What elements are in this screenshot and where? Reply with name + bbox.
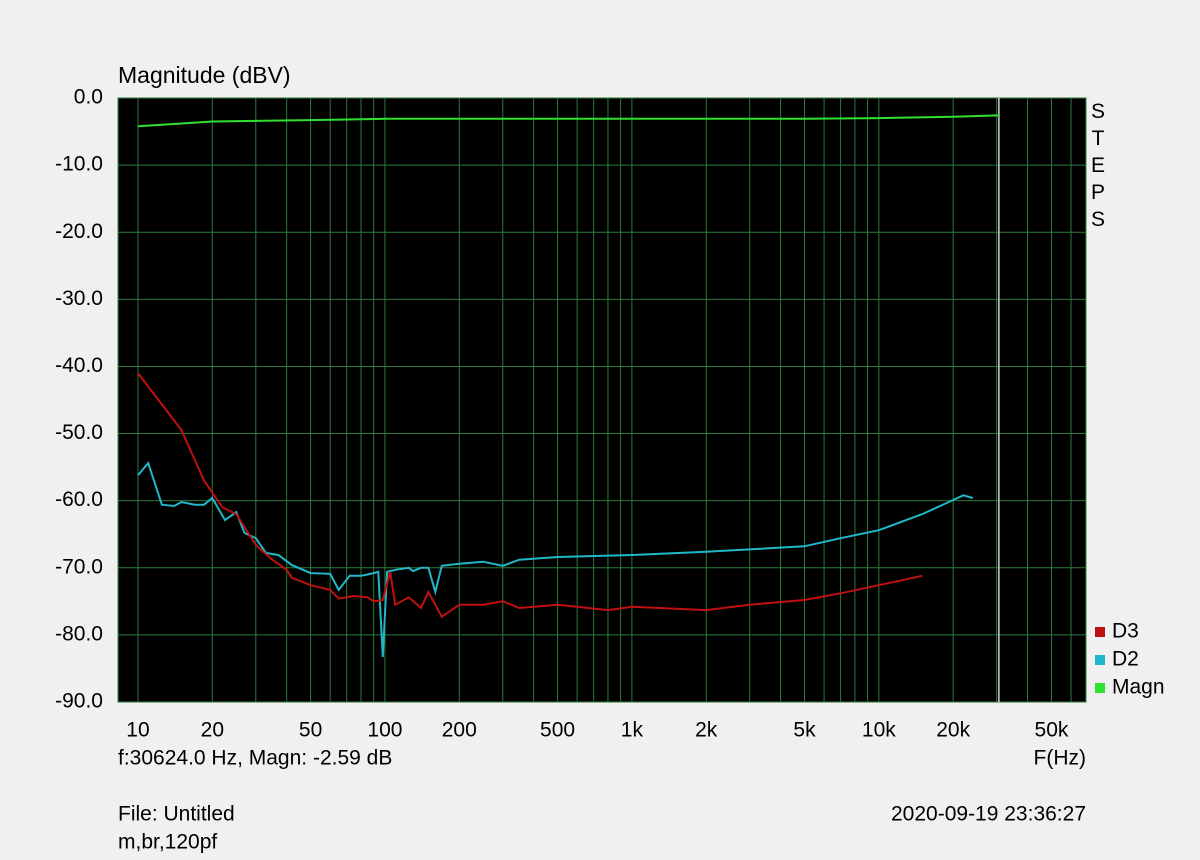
note: m,br,120pf bbox=[118, 831, 217, 854]
x-tick-label: 20k bbox=[936, 719, 970, 742]
legend-swatch bbox=[1095, 655, 1105, 665]
y-tick-label: 0.0 bbox=[74, 86, 103, 109]
cursor-readout: f:30624.0 Hz, Magn: -2.59 dB bbox=[118, 747, 392, 770]
x-tick-label: 1k bbox=[621, 719, 644, 742]
x-tick-label: 500 bbox=[540, 719, 575, 742]
x-tick-label: 50 bbox=[299, 719, 322, 742]
y-tick-label: -40.0 bbox=[55, 354, 103, 377]
y-tick-label: -60.0 bbox=[55, 488, 103, 511]
x-tick-label: 2k bbox=[695, 719, 718, 742]
legend-label: Magn bbox=[1112, 676, 1165, 699]
x-tick-label: 10 bbox=[126, 719, 149, 742]
file-name: File: Untitled bbox=[118, 803, 235, 826]
series-line bbox=[137, 372, 923, 619]
y-tick-label: -10.0 bbox=[55, 153, 103, 176]
x-tick-label: 200 bbox=[442, 719, 477, 742]
y-tick-label: -80.0 bbox=[55, 622, 103, 645]
x-tick-label: 10k bbox=[862, 719, 896, 742]
series-line bbox=[137, 461, 973, 658]
plot-area bbox=[117, 97, 1087, 703]
y-tick-label: -20.0 bbox=[55, 220, 103, 243]
timestamp: 2020-09-19 23:36:27 bbox=[891, 803, 1086, 826]
x-axis-label: F(Hz) bbox=[1034, 747, 1086, 770]
series-line bbox=[137, 114, 999, 128]
chart-title: Magnitude (dBV) bbox=[118, 62, 291, 88]
side-label: STEPS bbox=[1087, 100, 1110, 235]
legend-swatch bbox=[1095, 627, 1105, 637]
y-tick-label: -50.0 bbox=[55, 421, 103, 444]
y-tick-label: -90.0 bbox=[55, 690, 103, 713]
legend-swatch bbox=[1095, 683, 1105, 693]
legend-label: D3 bbox=[1112, 620, 1139, 643]
y-tick-label: -30.0 bbox=[55, 287, 103, 310]
x-tick-label: 5k bbox=[793, 719, 816, 742]
legend-label: D2 bbox=[1112, 648, 1139, 671]
x-tick-label: 20 bbox=[201, 719, 224, 742]
x-tick-label: 50k bbox=[1035, 719, 1069, 742]
y-tick-label: -70.0 bbox=[55, 555, 103, 578]
x-tick-label: 100 bbox=[367, 719, 402, 742]
